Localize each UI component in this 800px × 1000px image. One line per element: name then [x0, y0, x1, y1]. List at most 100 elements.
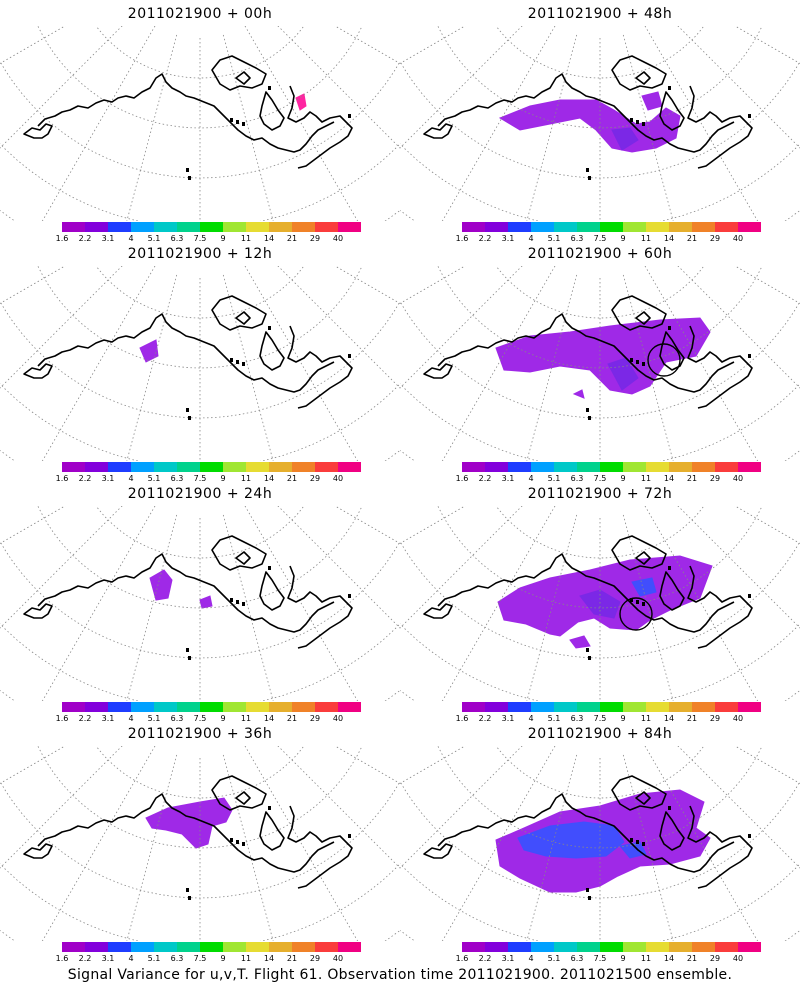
colorbar-swatch	[315, 462, 338, 472]
longitude-gridline	[334, 266, 400, 304]
longitude-gridline	[0, 26, 66, 64]
island	[236, 840, 239, 844]
colorbar-label: 14	[263, 954, 275, 963]
colorbar-label: 9	[220, 954, 226, 963]
colorbar-label: 4	[528, 714, 534, 723]
colorbar-swatch	[600, 942, 623, 952]
polar-projection-map	[400, 266, 800, 461]
colorbar-label: 29	[309, 234, 321, 243]
colorbar-swatch	[715, 942, 738, 952]
longitude-gridline	[277, 266, 400, 389]
colorbar-label: 6.3	[570, 954, 584, 963]
colorbar-swatch	[85, 222, 108, 232]
island	[348, 114, 351, 118]
island	[586, 168, 589, 172]
colorbar-label: 9	[620, 234, 626, 243]
colorbar-swatch	[131, 462, 154, 472]
colorbar-label: 11	[240, 234, 252, 243]
longitude-gridline	[441, 266, 556, 461]
longitude-gridline	[526, 754, 578, 941]
colorbar-swatch	[292, 462, 315, 472]
island	[636, 360, 639, 364]
colorbar-label: 7.5	[193, 234, 207, 243]
coastline	[211, 295, 267, 331]
coastline	[437, 73, 735, 153]
colorbar-swatch	[462, 462, 485, 472]
coastline	[259, 811, 285, 851]
panel-title: 2011021900 + 72h	[527, 486, 673, 502]
colorbar-label: 5.1	[547, 954, 561, 963]
island	[348, 594, 351, 598]
colorbar-swatch	[508, 702, 531, 712]
coastline	[423, 123, 453, 139]
polar-projection-map	[400, 746, 800, 941]
coastline	[611, 535, 667, 571]
colorbar-label: 29	[309, 954, 321, 963]
colorbar-swatch	[223, 462, 246, 472]
colorbar-swatch	[223, 942, 246, 952]
island	[188, 656, 191, 660]
longitude-gridline	[277, 26, 400, 149]
colorbar-swatch	[646, 222, 669, 232]
variance-region	[517, 821, 625, 859]
island	[188, 896, 191, 900]
colorbar-swatch	[692, 222, 715, 232]
map-panel: 2011021900 + 84h 1.6 2.2 3.1 4 5.1 6.3 7.5 9 11 14…	[400, 720, 800, 963]
coastline	[259, 331, 285, 371]
longitude-gridline	[0, 746, 123, 869]
map-panel: 2011021900 + 60h 1.6 2.2 3.1 4 5.1 6.3 7.5 9 11 14…	[400, 240, 800, 483]
colorbar-label: 5.1	[547, 474, 561, 483]
colorbar-label: 29	[709, 954, 721, 963]
island	[748, 354, 751, 358]
colorbar-label: 5.1	[147, 954, 161, 963]
colorbar-swatch	[692, 942, 715, 952]
colorbar-label: 5.1	[547, 234, 561, 243]
colorbar-label: 3.1	[101, 234, 115, 243]
colorbar-swatch	[669, 702, 692, 712]
colorbar-swatch	[108, 222, 131, 232]
colorbar-swatch	[485, 222, 508, 232]
island	[642, 362, 645, 366]
colorbar-swatch	[738, 702, 761, 712]
island	[236, 360, 239, 364]
colorbar-label: 1.6	[455, 234, 469, 243]
polar-projection-map	[0, 746, 400, 941]
colorbar-swatch	[62, 222, 85, 232]
coastline	[23, 123, 53, 139]
coastline	[611, 775, 667, 811]
polar-projection-map	[400, 26, 800, 221]
colorbar-swatch	[200, 462, 223, 472]
colorbar-swatch	[577, 222, 600, 232]
island	[630, 598, 633, 602]
coastline	[437, 553, 735, 633]
island	[186, 648, 189, 652]
colorbar-swatch	[269, 222, 292, 232]
panel-title: 2011021900 + 12h	[127, 246, 273, 262]
island	[268, 86, 271, 90]
colorbar-label: 29	[309, 474, 321, 483]
coastline	[211, 55, 267, 91]
longitude-gridline	[126, 34, 178, 221]
longitude-gridline	[0, 506, 66, 544]
colorbar-swatch	[154, 462, 177, 472]
coastline	[659, 811, 685, 851]
colorbar-label: 40	[732, 954, 744, 963]
latitude-gridline	[495, 266, 705, 319]
colorbar-swatch	[177, 462, 200, 472]
colorbar-swatch	[108, 462, 131, 472]
map-panel: 2011021900 + 48h 1.6 2.2 3.1 4 5.1 6.3 7.5 9 11 14…	[400, 0, 800, 243]
colorbar-label: 5.1	[547, 714, 561, 723]
colorbar-label: 3.1	[501, 954, 515, 963]
colorbar-label: 5.1	[147, 714, 161, 723]
colorbar-swatch	[554, 222, 577, 232]
coastline	[687, 325, 753, 409]
figure-caption: Signal Variance for u,v,T. Flight 61. Ob…	[67, 967, 733, 983]
colorbar-label: 2.2	[478, 234, 492, 243]
colorbar-swatch	[338, 702, 361, 712]
polar-projection-map	[0, 26, 400, 221]
panel-title: 2011021900 + 36h	[127, 726, 273, 742]
colorbar-label: 9	[220, 714, 226, 723]
colorbar-label: 1.6	[455, 714, 469, 723]
latitude-gridline	[37, 26, 363, 129]
colorbar	[62, 942, 361, 952]
